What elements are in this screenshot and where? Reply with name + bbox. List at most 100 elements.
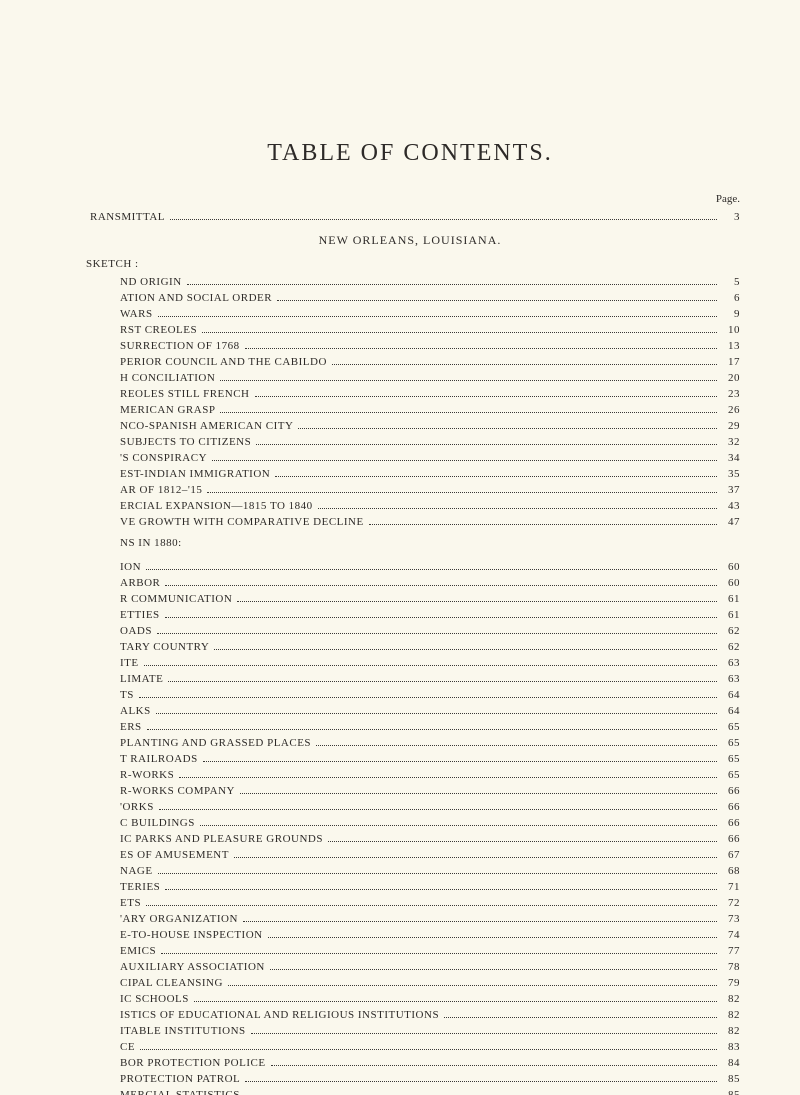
toc-row: ES OF AMUSEMENT67 bbox=[80, 847, 740, 861]
toc-entry-page: 77 bbox=[722, 946, 740, 957]
toc-entry-page: 60 bbox=[722, 578, 740, 589]
toc-entry-label: ION bbox=[120, 562, 141, 573]
leader-dots bbox=[369, 514, 717, 525]
leader-dots bbox=[139, 687, 717, 698]
toc-entry-label: R-WORKS bbox=[120, 770, 174, 781]
toc-entry-label: TERIES bbox=[120, 882, 160, 893]
toc-entry-page: 62 bbox=[722, 642, 740, 653]
toc-row: ALKS64 bbox=[80, 703, 740, 717]
leader-dots bbox=[245, 338, 717, 349]
toc-group-1: ND ORIGIN5ATION AND SOCIAL ORDER6WARS9RS… bbox=[80, 274, 740, 528]
toc-entry-label: PLANTING AND GRASSED PLACES bbox=[120, 738, 311, 749]
toc-row: ETTIES61 bbox=[80, 607, 740, 621]
toc-entry-page: 83 bbox=[722, 1042, 740, 1053]
toc-entry-label: WARS bbox=[120, 309, 153, 320]
toc-entry-page: 85 bbox=[722, 1090, 740, 1095]
toc-entry-label: R COMMUNICATION bbox=[120, 594, 232, 605]
toc-entry-label: ERCIAL EXPANSION—1815 TO 1840 bbox=[120, 501, 313, 512]
toc-entry-page: 64 bbox=[722, 706, 740, 717]
leader-dots bbox=[146, 559, 717, 570]
toc-row: E-TO-HOUSE INSPECTION74 bbox=[80, 927, 740, 941]
toc-entry-label: ES OF AMUSEMENT bbox=[120, 850, 229, 861]
toc-row: NAGE68 bbox=[80, 863, 740, 877]
leader-dots bbox=[298, 418, 717, 429]
toc-entry-page: 66 bbox=[722, 834, 740, 845]
toc-entry-label: ITE bbox=[120, 658, 139, 669]
spacer bbox=[80, 551, 740, 559]
section-heading: NEW ORLEANS, LOUISIANA. bbox=[80, 233, 740, 248]
leader-dots bbox=[255, 386, 718, 397]
toc-entry-label: ITABLE INSTITUTIONS bbox=[120, 1026, 246, 1037]
toc-row: ION60 bbox=[80, 559, 740, 573]
toc-entry-label: AR OF 1812–'15 bbox=[120, 485, 202, 496]
toc-row: IC PARKS AND PLEASURE GROUNDS66 bbox=[80, 831, 740, 845]
leader-dots bbox=[194, 991, 717, 1002]
toc-entry-label: SURRECTION OF 1768 bbox=[120, 341, 240, 352]
toc-row: MERCIAL STATISTICS85 bbox=[80, 1087, 740, 1095]
toc-entry-label: RST CREOLES bbox=[120, 325, 197, 336]
leader-dots bbox=[212, 450, 717, 461]
toc-entry-page: 74 bbox=[722, 930, 740, 941]
transmittal-label: RANSMITTAL bbox=[90, 212, 165, 223]
toc-entry-page: 65 bbox=[722, 754, 740, 765]
toc-entry-label: VE GROWTH WITH COMPARATIVE DECLINE bbox=[120, 517, 364, 528]
toc-entry-page: 65 bbox=[722, 722, 740, 733]
leader-dots bbox=[158, 863, 717, 874]
toc-row: PLANTING AND GRASSED PLACES65 bbox=[80, 735, 740, 749]
page-column-header: Page. bbox=[80, 193, 740, 205]
toc-group-2: ION60ARBOR60R COMMUNICATION61ETTIES61OAD… bbox=[80, 559, 740, 1095]
toc-entry-label: ND ORIGIN bbox=[120, 277, 182, 288]
toc-row: BOR PROTECTION POLICE84 bbox=[80, 1055, 740, 1069]
toc-entry-page: 34 bbox=[722, 453, 740, 464]
toc-entry-page: 32 bbox=[722, 437, 740, 448]
leader-dots bbox=[243, 911, 717, 922]
leader-dots bbox=[187, 274, 717, 285]
toc-row: EST-INDIAN IMMIGRATION35 bbox=[80, 466, 740, 480]
leader-dots bbox=[203, 751, 717, 762]
toc-entry-page: 78 bbox=[722, 962, 740, 973]
toc-entry-page: 20 bbox=[722, 373, 740, 384]
toc-entry-page: 26 bbox=[722, 405, 740, 416]
toc-entry-label: LIMATE bbox=[120, 674, 163, 685]
toc-entry-label: CE bbox=[120, 1042, 135, 1053]
leader-dots bbox=[146, 895, 717, 906]
toc-row: TS64 bbox=[80, 687, 740, 701]
toc-entry-page: 82 bbox=[722, 1026, 740, 1037]
toc-row: NCO-SPANISH AMERICAN CITY29 bbox=[80, 418, 740, 432]
toc-entry-label: ATION AND SOCIAL ORDER bbox=[120, 293, 272, 304]
leader-dots bbox=[200, 815, 717, 826]
toc-entry-page: 9 bbox=[722, 309, 740, 320]
toc-row: PROTECTION PATROL85 bbox=[80, 1071, 740, 1085]
toc-entry-page: 82 bbox=[722, 1010, 740, 1021]
toc-entry-label: TARY COUNTRY bbox=[120, 642, 209, 653]
toc-entry-page: 79 bbox=[722, 978, 740, 989]
leader-dots bbox=[332, 354, 717, 365]
toc-entry-label: OADS bbox=[120, 626, 152, 637]
toc-row: T RAILROADS65 bbox=[80, 751, 740, 765]
toc-row: AR OF 1812–'1537 bbox=[80, 482, 740, 496]
leader-dots bbox=[220, 402, 717, 413]
toc-row: IC SCHOOLS82 bbox=[80, 991, 740, 1005]
toc-entry-page: 61 bbox=[722, 594, 740, 605]
leader-dots bbox=[207, 482, 717, 493]
toc-entry-label: ERS bbox=[120, 722, 142, 733]
toc-entry-page: 29 bbox=[722, 421, 740, 432]
sketch-heading: SKETCH : bbox=[86, 258, 740, 270]
toc-row: EMICS77 bbox=[80, 943, 740, 957]
toc-entry-label: MERICAN GRASP bbox=[120, 405, 215, 416]
toc-entry-page: 63 bbox=[722, 658, 740, 669]
toc-row: TARY COUNTRY 62 bbox=[80, 639, 740, 653]
toc-row: ND ORIGIN5 bbox=[80, 274, 740, 288]
leader-dots bbox=[318, 498, 717, 509]
toc-entry-label: 'ARY ORGANIZATION bbox=[120, 914, 238, 925]
toc-entry-page: 62 bbox=[722, 626, 740, 637]
leader-dots bbox=[270, 959, 717, 970]
toc-entry-label: SUBJECTS TO CITIZENS bbox=[120, 437, 251, 448]
leader-dots bbox=[245, 1071, 717, 1082]
leader-dots bbox=[168, 671, 717, 682]
toc-row: 'ARY ORGANIZATION73 bbox=[80, 911, 740, 925]
toc-entry-page: 63 bbox=[722, 674, 740, 685]
toc-row: CE 83 bbox=[80, 1039, 740, 1053]
toc-entry-page: 84 bbox=[722, 1058, 740, 1069]
toc-entry-page: 10 bbox=[722, 325, 740, 336]
